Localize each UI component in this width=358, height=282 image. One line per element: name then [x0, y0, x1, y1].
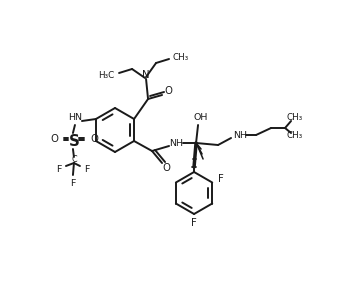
Text: O: O — [162, 163, 170, 173]
Text: F: F — [218, 175, 224, 184]
Text: F: F — [70, 179, 76, 188]
Text: HN: HN — [68, 113, 82, 122]
Text: CH₃: CH₃ — [287, 131, 303, 140]
Text: O: O — [164, 86, 172, 96]
Text: OH: OH — [194, 113, 208, 122]
Text: O: O — [50, 134, 58, 144]
Text: CH₃: CH₃ — [287, 113, 303, 122]
Text: O: O — [90, 134, 98, 144]
Text: N: N — [142, 70, 150, 80]
Text: C: C — [71, 155, 77, 164]
Text: NH: NH — [169, 138, 183, 147]
Text: H₃C: H₃C — [98, 70, 114, 80]
Text: S: S — [68, 133, 79, 149]
Text: F: F — [191, 218, 197, 228]
Text: NH: NH — [233, 131, 247, 140]
Text: F: F — [56, 164, 62, 173]
Text: F: F — [84, 164, 90, 173]
Text: CH₃: CH₃ — [173, 54, 189, 63]
